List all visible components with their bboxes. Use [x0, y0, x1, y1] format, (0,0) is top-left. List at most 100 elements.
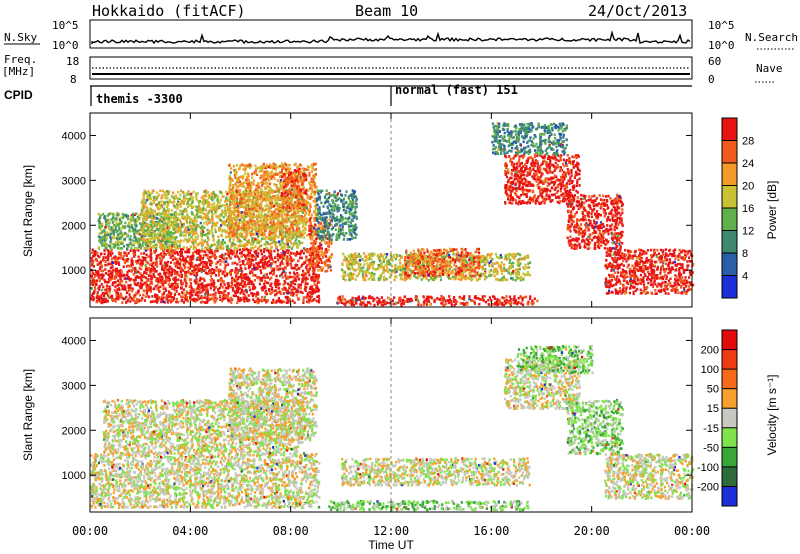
scatter-cell: [305, 271, 308, 275]
scatter-cell: [281, 237, 284, 241]
scatter-cell: [290, 241, 293, 245]
scatter-cell: [155, 225, 158, 228]
nsky-line: [91, 30, 691, 45]
scatter-cell: [96, 263, 99, 266]
scatter-cell: [307, 262, 310, 266]
scatter-cell: [115, 243, 118, 247]
scatter-cell: [111, 252, 114, 255]
scatter-cell: [195, 229, 198, 232]
scatter-cell: [224, 200, 227, 203]
scatter-cell: [171, 296, 174, 299]
scatter-cell: [125, 277, 128, 280]
scatter-cell: [284, 235, 287, 239]
scatter-cell: [211, 267, 214, 271]
scatter-cell: [309, 202, 312, 206]
scatter-cell: [133, 249, 136, 252]
scatter-cell: [242, 262, 245, 265]
scatter-cell: [263, 208, 266, 212]
scatter-cell: [100, 283, 103, 286]
scatter-cell: [142, 274, 145, 277]
scatter-cell: [97, 272, 100, 276]
scatter-cell: [249, 270, 252, 273]
scatter-cell: [212, 293, 215, 296]
scatter-cell: [255, 295, 258, 298]
scatter-cell: [251, 292, 254, 295]
scatter-cell: [296, 250, 299, 254]
scatter-cell: [162, 300, 165, 304]
scatter-cell: [274, 278, 278, 282]
scatter-cell: [213, 202, 216, 205]
scatter-cell: [297, 286, 300, 289]
scatter-cell: [169, 265, 172, 269]
scatter-cell: [133, 255, 136, 258]
scatter-cell: [212, 254, 215, 258]
scatter-cell: [104, 280, 107, 284]
scatter-cell: [286, 257, 289, 261]
scatter-cell: [179, 220, 182, 224]
scatter-cell: [301, 263, 304, 267]
scatter-cell: [111, 261, 114, 264]
scatter-cell: [290, 259, 293, 263]
scatter-cell: [98, 277, 101, 280]
scatter-cell: [152, 220, 155, 224]
scatter-cell: [115, 260, 118, 264]
scatter-cell: [102, 257, 105, 261]
scatter-cell: [158, 220, 161, 223]
scatter-cell: [312, 272, 315, 276]
scatter-cell: [279, 247, 283, 250]
scatter-cell: [163, 271, 166, 275]
scatter-cell: [240, 163, 243, 167]
scatter-cell: [113, 245, 117, 249]
scatter-cell: [140, 213, 143, 217]
scatter-cell: [129, 277, 132, 281]
scatter-cell: [244, 294, 247, 297]
scatter-cell: [212, 268, 215, 272]
scatter-cell: [204, 253, 207, 257]
scatter-cell: [174, 272, 177, 276]
scatter-cell: [121, 216, 125, 220]
scatter-cell: [135, 271, 138, 274]
scatter-cell: [176, 207, 179, 211]
scatter-cell: [228, 224, 231, 227]
scatter-cell: [194, 281, 197, 284]
scatter-cell: [285, 230, 288, 234]
scatter-cell: [118, 252, 121, 256]
scatter-cell: [200, 286, 203, 289]
scatter-cell: [137, 270, 140, 274]
scatter-cell: [161, 195, 164, 199]
scatter-cell: [157, 221, 160, 224]
scatter-cell: [113, 219, 116, 223]
scatter-cell: [161, 218, 164, 222]
scatter-cell: [167, 283, 170, 286]
scatter-cell: [265, 178, 268, 181]
scatter-cell: [243, 273, 246, 277]
scatter-cell: [125, 215, 128, 219]
scatter-cell: [137, 259, 140, 262]
scatter-cell: [153, 269, 156, 273]
scatter-cell: [238, 221, 241, 224]
scatter-cell: [95, 300, 98, 304]
scatter-cell: [287, 301, 290, 304]
freq-label: Freq.: [4, 53, 37, 66]
scatter-cell: [226, 295, 229, 298]
scatter-cell: [217, 271, 220, 274]
scatter-cell: [281, 254, 284, 257]
scatter-cell: [182, 202, 185, 205]
scatter-cell: [221, 299, 224, 303]
scatter-cell: [144, 249, 147, 252]
scatter-cell: [231, 227, 234, 230]
scatter-cell: [145, 266, 148, 269]
scatter-cell: [219, 283, 223, 286]
scatter-cell: [222, 270, 225, 274]
scatter-cell: [92, 298, 95, 301]
scatter-cell: [96, 251, 99, 255]
scatter-cell: [315, 283, 318, 287]
scatter-cell: [159, 276, 162, 279]
scatter-cell: [136, 219, 139, 222]
scatter-cell: [255, 241, 259, 245]
scatter-cell: [205, 298, 209, 301]
scatter-cell: [108, 280, 111, 284]
scatter-cell: [246, 299, 249, 303]
scatter-cell: [282, 262, 285, 266]
scatter-cell: [245, 273, 248, 276]
